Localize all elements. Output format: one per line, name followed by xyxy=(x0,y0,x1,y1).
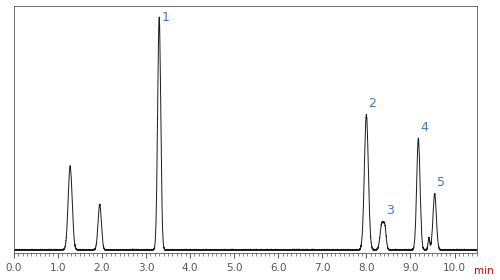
Text: 5: 5 xyxy=(437,176,445,189)
Text: min: min xyxy=(474,266,494,276)
Text: 1: 1 xyxy=(162,11,170,24)
Text: 2: 2 xyxy=(368,97,376,110)
Text: 4: 4 xyxy=(420,120,428,134)
Text: 3: 3 xyxy=(386,204,394,217)
